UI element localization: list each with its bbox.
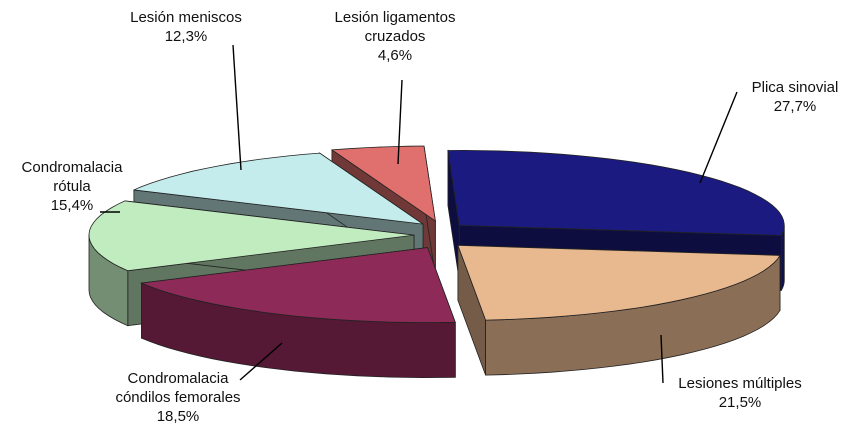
slice-category-label: Lesiones múltiples [678,375,801,392]
slice-category-label: rótula [53,178,91,195]
slice-value-label: 21,5% [719,394,762,411]
slice-category-label: Lesión meniscos [130,9,242,26]
slice-category-label: Lesión ligamentos [335,9,456,26]
slice-value-label: 15,4% [51,197,94,214]
slice-category-label: Condromalacia [22,159,124,176]
leader-line-2 [239,342,283,381]
leader-line-4 [232,44,242,171]
slice-value-label: 18,5% [157,408,200,425]
slice-top [457,244,781,321]
pie-slices [88,145,785,379]
slice-top [133,152,424,225]
slice-category-label: Plica sinovial [752,79,839,96]
slice-top [447,149,785,236]
slice-labels: Plica sinovial 27,7% Lesiones múltiples 21,… [22,9,839,425]
pie-slice-2 [139,247,456,379]
leader-line-5 [397,79,403,165]
slice-category-label: cóndilos femorales [115,389,240,406]
slice-top [88,200,415,272]
leader-line-0 [699,91,738,184]
leader-lines [100,44,738,384]
pie-slice-1 [457,244,781,376]
slice-value-label: 12,3% [165,28,208,45]
leader-line-1 [660,334,664,384]
slice-category-label: Condromalacia [128,370,230,387]
slice-top [139,247,456,324]
slice-value-label: 27,7% [774,98,817,115]
slice-value-label: 4,6% [378,47,412,64]
slice-top [331,145,436,222]
slice-category-label: cruzados [365,28,426,45]
